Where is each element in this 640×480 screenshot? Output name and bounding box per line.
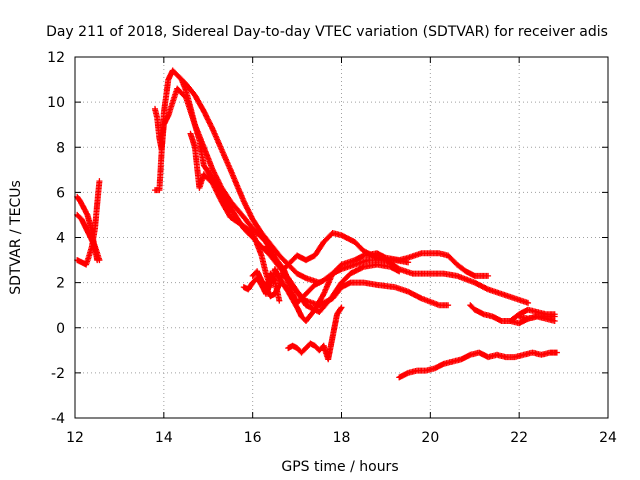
chart-title: Day 211 of 2018, Sidereal Day-to-day VTE… [46,24,608,40]
series-pass-6 [263,243,412,306]
series-pass-12 [396,349,560,381]
data-points [74,67,560,381]
marker-trace [263,243,412,306]
series-pass-10 [516,313,558,322]
y-tick-label: 6 [56,185,65,201]
x-tick-label: 14 [155,430,173,446]
marker-trace [240,270,283,304]
x-tick-label: 12 [66,430,84,446]
marker-trace [516,313,558,322]
x-axis-label: GPS time / hours [281,459,398,475]
y-tick-label: 12 [47,50,65,66]
plot-frame [74,56,609,419]
marker-trace [74,211,103,264]
y-tick-label: -4 [51,411,65,427]
x-tick-label: 16 [244,430,262,446]
x-tick-label: 20 [421,430,439,446]
y-axis-label: SDTVAR / TECUs [8,180,24,295]
y-tick-label: 8 [56,140,65,156]
marker-trace [396,349,560,381]
y-tick-label: 4 [56,231,65,247]
y-tick-label: 0 [56,321,65,337]
series-early-3 [74,211,103,264]
x-tick-label: 24 [599,430,617,446]
y-tick-label: 10 [47,95,65,111]
x-tick-label: 22 [510,430,528,446]
series-pass-7 [240,270,283,304]
y-tick-label: 2 [56,276,65,292]
marker-trace [285,304,345,363]
y-tick-label: -2 [51,366,65,382]
x-tick-label: 18 [333,430,351,446]
series-pass-11 [285,304,345,363]
